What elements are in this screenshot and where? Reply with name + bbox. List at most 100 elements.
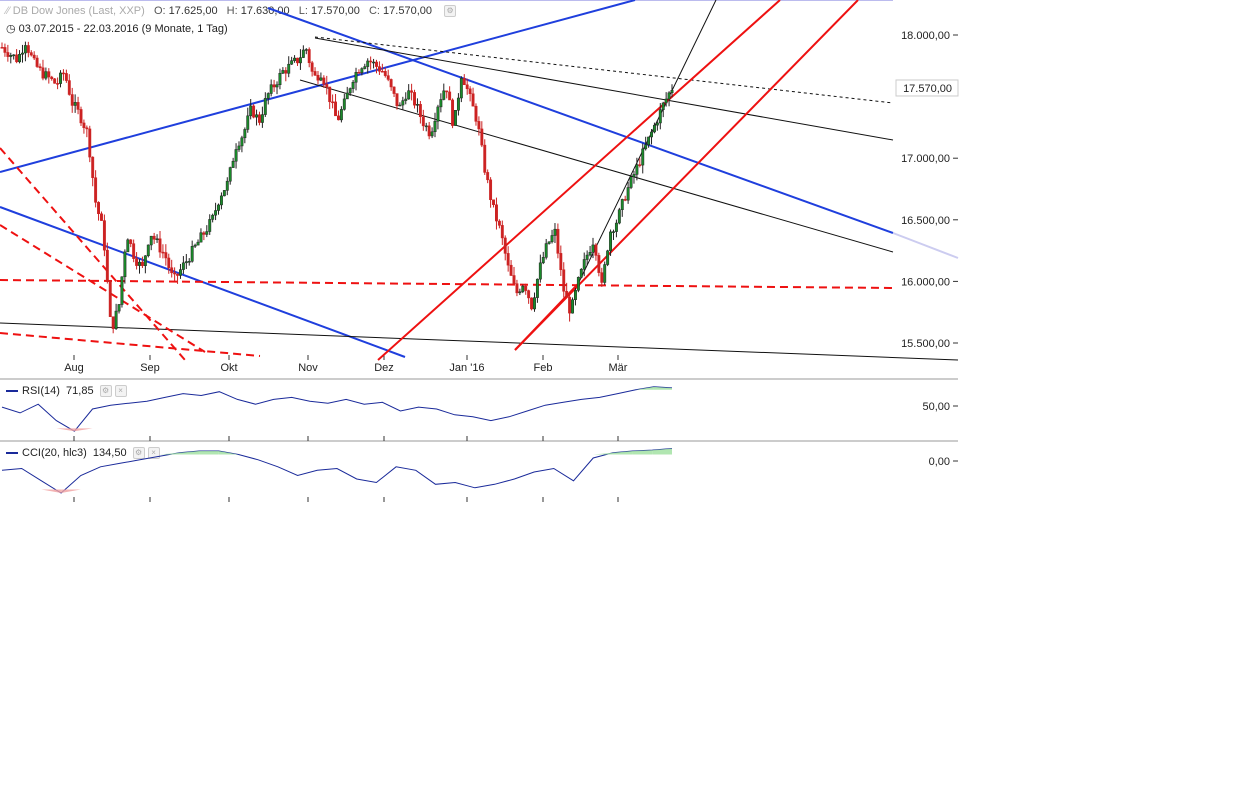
candle xyxy=(111,316,115,329)
candle xyxy=(67,80,71,95)
candle xyxy=(158,238,162,253)
candle xyxy=(553,228,557,236)
candle xyxy=(427,125,431,137)
candle xyxy=(307,49,311,64)
candle xyxy=(667,92,671,100)
candle xyxy=(50,76,54,80)
cci-settings-icon[interactable]: ⚙ xyxy=(132,447,145,460)
black-trendline xyxy=(577,0,717,285)
rsi-line xyxy=(1,386,673,432)
candle xyxy=(597,255,601,273)
candle xyxy=(266,93,270,99)
candle xyxy=(44,71,48,79)
candle xyxy=(47,71,51,78)
candle xyxy=(21,52,24,55)
rsi-close-icon[interactable]: × xyxy=(114,385,127,398)
red-channel-lower xyxy=(514,0,859,351)
candle xyxy=(190,246,194,262)
candle xyxy=(392,86,396,94)
candle xyxy=(59,72,62,84)
candle xyxy=(217,204,220,211)
candle xyxy=(208,219,212,232)
candle xyxy=(214,210,218,216)
candle xyxy=(480,128,484,146)
candle xyxy=(202,232,206,235)
candle xyxy=(372,61,376,64)
cci-overbought xyxy=(632,450,653,455)
candle xyxy=(143,255,147,266)
chart-type-icon[interactable]: ⁄⁄ xyxy=(6,5,10,17)
candle xyxy=(462,78,466,86)
candle xyxy=(483,144,487,173)
candle xyxy=(489,179,493,201)
candle xyxy=(199,232,203,243)
candle xyxy=(404,98,408,101)
candle xyxy=(456,97,460,111)
candle xyxy=(454,110,457,126)
candle xyxy=(638,164,642,166)
black-trendline xyxy=(299,79,894,253)
candle xyxy=(56,83,60,85)
candle xyxy=(296,57,299,64)
candle xyxy=(451,99,455,126)
candle xyxy=(594,244,598,256)
candle xyxy=(255,114,258,118)
candle xyxy=(240,137,244,147)
candle xyxy=(652,124,656,133)
instrument-name: DB Dow Jones (Last, XXP) xyxy=(12,5,145,17)
candle xyxy=(377,66,381,72)
candle xyxy=(105,249,109,282)
close-value: 17.570,00 xyxy=(383,5,432,17)
candle xyxy=(424,125,428,128)
candle xyxy=(366,60,370,67)
candle xyxy=(614,222,618,232)
candle xyxy=(442,90,446,100)
candle xyxy=(23,45,27,54)
red-dashed-line xyxy=(0,147,186,361)
rsi-settings-icon[interactable]: ⚙ xyxy=(99,385,112,398)
candle xyxy=(603,264,607,283)
candle xyxy=(310,62,314,72)
candle xyxy=(547,241,551,244)
candle xyxy=(97,202,101,215)
candle xyxy=(486,172,490,181)
candle xyxy=(322,77,326,85)
candle xyxy=(173,272,177,275)
candle xyxy=(38,66,42,69)
rsi-overbought xyxy=(653,386,672,390)
candle xyxy=(41,67,45,79)
candle xyxy=(193,244,197,247)
y-tick-label: 16.000,00 xyxy=(901,276,950,288)
candle xyxy=(234,149,238,162)
rsi-oversold xyxy=(74,428,93,432)
cci-overbought xyxy=(218,451,239,455)
candle xyxy=(430,131,434,137)
candle xyxy=(281,70,285,74)
cci-overbought xyxy=(199,451,219,455)
rsi-axis-label: 50,00 xyxy=(922,401,950,413)
candle xyxy=(176,273,179,276)
x-tick-label: Sep xyxy=(140,362,160,374)
candle xyxy=(18,54,22,63)
candle xyxy=(272,84,276,88)
candle xyxy=(582,259,586,270)
cci-line xyxy=(1,448,673,494)
candle xyxy=(617,209,621,224)
candle xyxy=(410,90,414,93)
candle xyxy=(260,114,264,123)
candle xyxy=(126,239,130,253)
settings-icon[interactable]: ⚙ xyxy=(444,5,457,18)
candle xyxy=(506,253,510,266)
candle xyxy=(345,92,349,100)
cci-overbought xyxy=(159,452,180,455)
candle xyxy=(360,68,364,73)
cci-close-icon[interactable]: × xyxy=(147,447,160,460)
candle xyxy=(12,54,16,57)
candle xyxy=(9,54,13,57)
candle xyxy=(612,231,615,233)
candle xyxy=(606,250,610,265)
candle xyxy=(3,47,7,53)
candle xyxy=(61,72,65,75)
candle xyxy=(325,83,329,88)
